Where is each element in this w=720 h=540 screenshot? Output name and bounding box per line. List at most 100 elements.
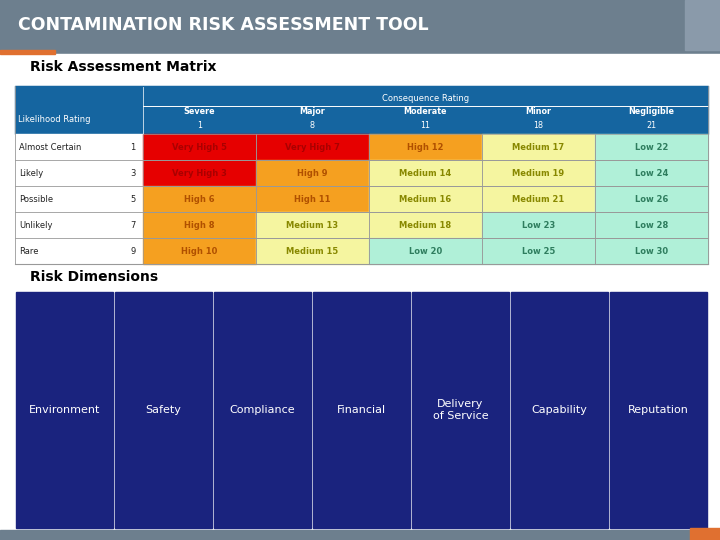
Bar bbox=[369, 212, 482, 238]
Bar bbox=[482, 134, 595, 160]
Bar bbox=[115, 292, 212, 528]
Text: CONTAMINATION RISK ASSESSMENT TOOL: CONTAMINATION RISK ASSESSMENT TOOL bbox=[18, 16, 428, 34]
Bar bbox=[143, 134, 256, 160]
Bar bbox=[256, 238, 369, 264]
Text: 21: 21 bbox=[647, 120, 657, 130]
Text: Low 23: Low 23 bbox=[522, 220, 555, 230]
Text: 3: 3 bbox=[130, 168, 135, 178]
Text: Financial: Financial bbox=[337, 405, 386, 415]
Text: Risk Assessment Matrix: Risk Assessment Matrix bbox=[30, 60, 217, 74]
Text: Severe: Severe bbox=[184, 107, 215, 117]
Bar bbox=[256, 212, 369, 238]
Text: Low 25: Low 25 bbox=[522, 246, 555, 255]
Text: High 6: High 6 bbox=[184, 194, 215, 204]
Bar bbox=[595, 186, 708, 212]
Bar bbox=[15, 134, 143, 160]
Bar bbox=[0, 530, 720, 540]
Text: Delivery
of Service: Delivery of Service bbox=[433, 399, 488, 421]
Text: Likelihood Rating: Likelihood Rating bbox=[18, 114, 91, 124]
Text: Consequence Rating: Consequence Rating bbox=[382, 94, 469, 103]
Text: Very High 5: Very High 5 bbox=[172, 143, 227, 152]
Text: Medium 17: Medium 17 bbox=[513, 143, 564, 152]
Bar bbox=[685, 0, 720, 50]
Text: High 11: High 11 bbox=[294, 194, 330, 204]
Bar bbox=[16, 292, 113, 528]
Text: Compliance: Compliance bbox=[230, 405, 295, 415]
Bar bbox=[595, 212, 708, 238]
Bar bbox=[369, 134, 482, 160]
Bar bbox=[595, 238, 708, 264]
Text: 1: 1 bbox=[197, 120, 202, 130]
Text: Minor: Minor bbox=[526, 107, 552, 117]
Bar bbox=[256, 186, 369, 212]
Text: Medium 16: Medium 16 bbox=[400, 194, 451, 204]
Bar bbox=[15, 86, 708, 134]
Bar bbox=[482, 238, 595, 264]
Text: Low 22: Low 22 bbox=[635, 143, 668, 152]
Text: Medium 19: Medium 19 bbox=[513, 168, 564, 178]
Bar bbox=[313, 292, 410, 528]
Text: 5: 5 bbox=[130, 194, 135, 204]
Text: Medium 18: Medium 18 bbox=[400, 220, 451, 230]
Text: Rare: Rare bbox=[19, 246, 38, 255]
Bar bbox=[482, 212, 595, 238]
Text: Almost Certain: Almost Certain bbox=[19, 143, 81, 152]
Bar bbox=[369, 238, 482, 264]
Bar bbox=[15, 160, 143, 186]
Bar bbox=[369, 186, 482, 212]
Bar bbox=[143, 238, 256, 264]
Bar bbox=[690, 528, 720, 540]
Text: 1: 1 bbox=[130, 143, 135, 152]
Text: High 9: High 9 bbox=[297, 168, 328, 178]
Text: Very High 3: Very High 3 bbox=[172, 168, 227, 178]
Bar bbox=[15, 212, 143, 238]
Text: Low 20: Low 20 bbox=[409, 246, 442, 255]
Text: 7: 7 bbox=[130, 220, 135, 230]
Text: Major: Major bbox=[300, 107, 325, 117]
Text: Low 30: Low 30 bbox=[635, 246, 668, 255]
Text: Medium 21: Medium 21 bbox=[513, 194, 564, 204]
Text: 11: 11 bbox=[420, 120, 431, 130]
Bar bbox=[0, 54, 720, 530]
Text: Environment: Environment bbox=[29, 405, 100, 415]
Bar bbox=[610, 292, 707, 528]
Bar bbox=[143, 186, 256, 212]
Text: Low 24: Low 24 bbox=[635, 168, 668, 178]
Bar bbox=[412, 292, 509, 528]
Bar bbox=[143, 212, 256, 238]
Bar bbox=[214, 292, 311, 528]
Text: 18: 18 bbox=[534, 120, 544, 130]
Bar bbox=[15, 186, 143, 212]
Text: Medium 15: Medium 15 bbox=[287, 246, 338, 255]
Bar bbox=[511, 292, 608, 528]
Text: 9: 9 bbox=[130, 246, 135, 255]
Bar bbox=[143, 160, 256, 186]
Bar bbox=[595, 160, 708, 186]
Text: Reputation: Reputation bbox=[628, 405, 689, 415]
Text: High 8: High 8 bbox=[184, 220, 215, 230]
Bar bbox=[0, 0, 720, 50]
Text: High 12: High 12 bbox=[408, 143, 444, 152]
Text: Likely: Likely bbox=[19, 168, 43, 178]
Text: Medium 13: Medium 13 bbox=[287, 220, 338, 230]
Bar bbox=[0, 50, 55, 54]
Bar bbox=[15, 238, 143, 264]
Text: Unlikely: Unlikely bbox=[19, 220, 53, 230]
Bar bbox=[482, 160, 595, 186]
Text: 8: 8 bbox=[310, 120, 315, 130]
Bar bbox=[595, 134, 708, 160]
Text: Safety: Safety bbox=[145, 405, 181, 415]
Text: Very High 7: Very High 7 bbox=[285, 143, 340, 152]
Text: Low 26: Low 26 bbox=[635, 194, 668, 204]
Bar bbox=[482, 186, 595, 212]
Bar bbox=[369, 160, 482, 186]
Text: Low 28: Low 28 bbox=[635, 220, 668, 230]
Text: Medium 14: Medium 14 bbox=[400, 168, 451, 178]
Text: Risk Dimensions: Risk Dimensions bbox=[30, 270, 158, 284]
Text: Possible: Possible bbox=[19, 194, 53, 204]
Bar bbox=[256, 160, 369, 186]
Text: Negligible: Negligible bbox=[629, 107, 675, 117]
Text: Moderate: Moderate bbox=[404, 107, 447, 117]
Bar bbox=[256, 134, 369, 160]
Text: High 10: High 10 bbox=[181, 246, 217, 255]
